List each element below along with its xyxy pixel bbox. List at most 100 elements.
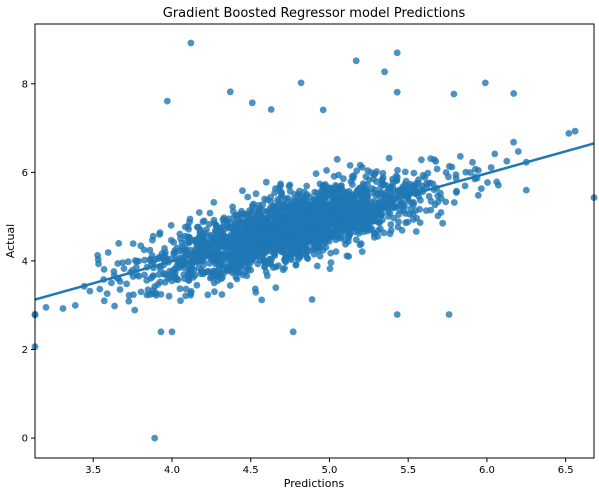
x-tick-label: 6.0 <box>479 465 495 476</box>
data-point <box>350 172 358 180</box>
data-point <box>239 187 246 195</box>
data-point <box>365 217 372 224</box>
data-point <box>329 202 336 209</box>
data-point <box>193 223 201 231</box>
data-point <box>100 297 108 305</box>
data-point <box>133 271 141 279</box>
data-point <box>123 280 130 288</box>
data-point <box>354 218 362 226</box>
data-point <box>401 209 409 217</box>
data-point <box>137 242 145 250</box>
data-point <box>244 258 251 266</box>
data-point <box>328 230 336 238</box>
data-point <box>296 241 304 248</box>
data-point <box>129 240 137 248</box>
data-point <box>303 254 311 261</box>
data-point <box>211 219 218 227</box>
data-point <box>330 173 338 180</box>
data-point <box>173 244 181 252</box>
x-tick-label: 4.0 <box>164 465 180 476</box>
data-point <box>149 273 157 280</box>
data-point <box>394 223 402 231</box>
data-point <box>274 213 282 220</box>
data-point <box>474 191 482 199</box>
data-point <box>407 205 414 213</box>
data-point <box>149 232 157 240</box>
data-point <box>429 180 437 188</box>
data-point <box>373 217 381 225</box>
data-point <box>185 226 193 233</box>
data-point <box>418 156 425 164</box>
data-point <box>254 260 262 268</box>
data-point <box>377 194 385 202</box>
data-point <box>160 270 168 278</box>
data-point <box>183 249 191 257</box>
data-point <box>286 181 294 189</box>
data-point <box>310 246 317 253</box>
data-point <box>346 162 354 169</box>
data-point <box>291 191 298 198</box>
data-point <box>116 286 124 293</box>
data-point <box>258 212 266 220</box>
data-point <box>125 292 133 299</box>
x-axis-ticks: 3.5 4.0 4.5 5.0 5.5 6.0 6.5 <box>85 458 574 476</box>
data-point <box>233 215 241 223</box>
data-point <box>165 292 173 300</box>
data-point <box>332 248 340 256</box>
data-point <box>185 276 193 284</box>
y-tick-label: 4 <box>22 256 28 267</box>
data-point <box>283 204 290 212</box>
data-point <box>427 155 435 163</box>
data-point <box>218 291 226 298</box>
data-point <box>401 168 409 176</box>
data-point <box>316 252 324 260</box>
data-point <box>342 221 350 228</box>
data-point <box>425 192 433 200</box>
data-point <box>432 158 440 165</box>
data-point <box>86 287 94 295</box>
data-point <box>343 252 351 260</box>
data-point <box>243 272 251 280</box>
data-point <box>309 232 317 240</box>
data-point <box>267 193 274 201</box>
x-tick-label: 6.5 <box>558 465 574 476</box>
data-point <box>239 243 247 250</box>
data-point <box>217 275 225 283</box>
data-point <box>332 182 340 189</box>
data-point <box>493 178 501 186</box>
data-point <box>333 155 341 163</box>
data-point <box>417 196 424 204</box>
data-point <box>208 273 215 281</box>
data-point <box>246 217 253 224</box>
data-point <box>322 244 330 251</box>
data-point <box>522 186 530 194</box>
data-point <box>362 173 370 181</box>
data-point <box>195 257 203 264</box>
data-point <box>151 434 159 442</box>
data-point <box>178 261 186 269</box>
data-point <box>186 236 194 244</box>
data-point <box>402 219 410 227</box>
data-point <box>393 311 401 318</box>
data-point <box>273 223 280 231</box>
data-point <box>211 288 218 296</box>
data-point <box>168 328 176 336</box>
data-point <box>161 279 169 286</box>
data-point <box>261 224 268 232</box>
y-tick-label: 8 <box>22 79 28 90</box>
data-point <box>395 186 403 194</box>
data-point <box>244 266 252 273</box>
data-point <box>510 90 518 97</box>
data-point <box>371 170 379 178</box>
data-point <box>319 106 327 114</box>
data-point <box>228 233 236 241</box>
data-point <box>453 189 460 196</box>
data-point <box>280 235 287 243</box>
data-point <box>261 245 269 253</box>
data-point <box>445 173 452 181</box>
y-axis-label: Actual <box>4 224 17 258</box>
data-point <box>115 240 123 247</box>
data-point <box>377 211 384 219</box>
data-point <box>312 170 320 178</box>
